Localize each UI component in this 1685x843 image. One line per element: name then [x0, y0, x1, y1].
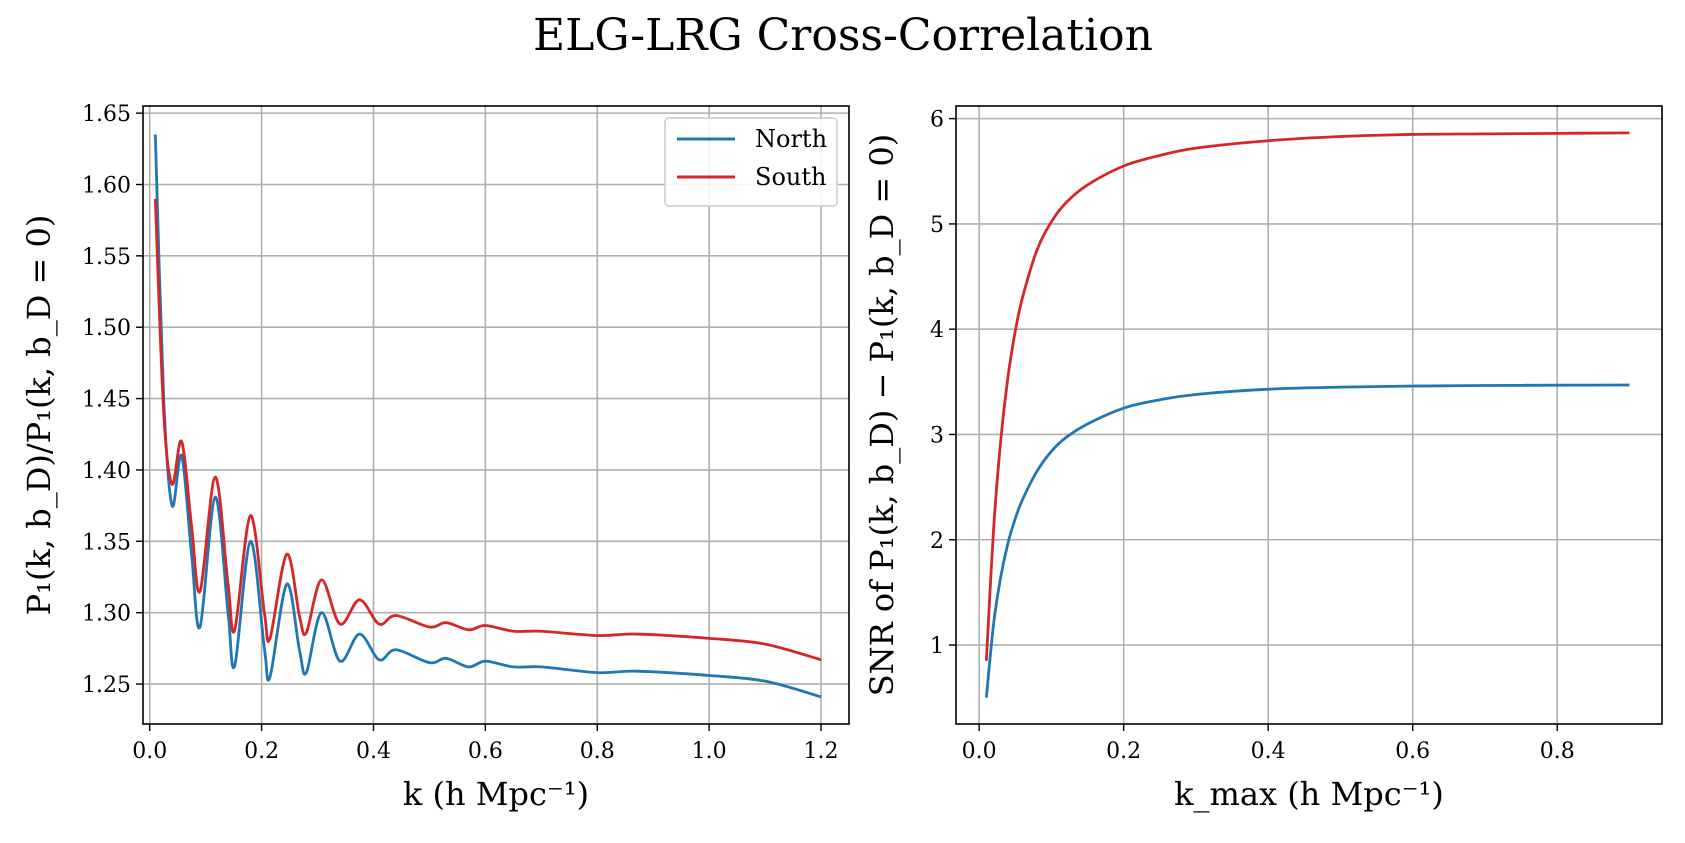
x-tick-label: 1.0: [692, 739, 727, 764]
x-tick-label: 0.2: [1106, 739, 1141, 764]
x-tick-label: 0.4: [1251, 739, 1286, 764]
y-tick-label: 1.55: [82, 245, 131, 270]
y-tick-label: 4: [930, 318, 944, 343]
x-axis-label: k_max (h Mpc⁻¹): [1174, 775, 1444, 813]
plot-frame: [955, 105, 1663, 725]
series-line-series-1: [984, 383, 1630, 698]
y-axis-label: SNR of P₁(k, b_D) − P₁(k, b_D = 0): [863, 134, 901, 697]
y-tick-label: 1: [930, 634, 944, 659]
x-axis-label: k (h Mpc⁻¹): [403, 775, 589, 813]
series-line-south: [153, 198, 822, 662]
right-panel-snr-plot: 0.0 0.2 0.4 0.6 0.8 1 2 3 4 5 6 k_max (h Mpc⁻¹) SNR …: [863, 105, 1663, 813]
x-tick-label: 0.0: [962, 739, 997, 764]
y-tick-label: 1.50: [82, 316, 131, 341]
x-tick-label: 0.8: [580, 739, 615, 764]
x-tick-label: 1.2: [804, 739, 839, 764]
x-tick-label: 0.6: [468, 739, 503, 764]
y-tick-label: 1.30: [82, 602, 131, 627]
plot-frame: [142, 105, 850, 725]
legend-label-north: North: [755, 125, 827, 153]
left-panel-ratio-plot: 0.0 0.2 0.4 0.6 0.8 1.0 1.2 1.25 1.30 1.35 1.40 1.4…: [20, 102, 850, 813]
series-line-series-2: [984, 131, 1630, 661]
y-tick-label: 5: [930, 213, 944, 238]
y-tick-label: 1.45: [82, 388, 131, 413]
y-tick-label: 1.60: [82, 173, 131, 198]
y-tick-label: 6: [930, 108, 944, 133]
x-tick-label: 0.6: [1395, 739, 1430, 764]
y-tick-label: 2: [930, 529, 944, 554]
grid-lines: [143, 106, 849, 724]
x-tick-label: 0.4: [356, 739, 391, 764]
series-group: [984, 131, 1630, 698]
figure-title: ELG-LRG Cross-Correlation: [533, 10, 1153, 61]
series-group: [153, 134, 822, 699]
y-tick-label: 1.35: [82, 530, 131, 555]
legend: North South: [664, 117, 838, 207]
y-axis-label: P₁(k, b_D)/P₁(k, b_D = 0): [20, 215, 58, 616]
x-tick-label: 0.0: [132, 739, 167, 764]
y-tick-label: 3: [930, 423, 944, 448]
y-tick-label: 1.25: [82, 673, 131, 698]
grid-lines: [956, 106, 1662, 724]
x-tick-label: 0.8: [1540, 739, 1575, 764]
legend-label-south: South: [755, 163, 826, 191]
y-tick-label: 1.65: [82, 102, 131, 127]
series-line-north: [153, 134, 822, 699]
y-tick-label: 1.40: [82, 459, 131, 484]
x-tick-label: 0.2: [244, 739, 279, 764]
